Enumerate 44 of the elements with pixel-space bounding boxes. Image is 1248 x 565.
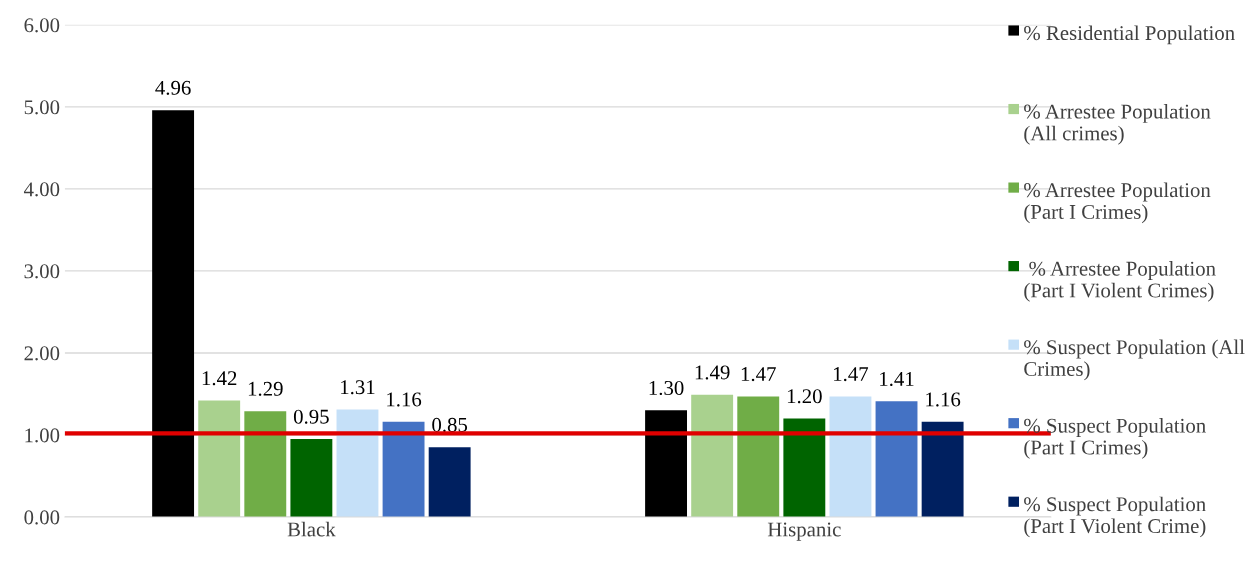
data-label: 0.95 [293, 409, 329, 424]
legend-label: % Residential Population [1024, 25, 1235, 45]
bar [921, 421, 964, 517]
y-tick-label: 0.00 [24, 510, 60, 525]
data-label: 1.49 [695, 365, 730, 380]
bar [198, 400, 241, 517]
legend-label: % Arrestee Population (All crimes) [1024, 103, 1211, 145]
y-tick-label: 6.00 [24, 18, 60, 33]
data-label: 1.47 [834, 367, 869, 382]
legend-label: % Arrestee Population (Part I Crimes) [1024, 182, 1211, 224]
data-label: 0.85 [432, 417, 468, 433]
legend-label: % Suspect Population (All Crimes) [1024, 339, 1245, 381]
bar [829, 396, 872, 517]
legend-label: % Suspect Population (Part I Crimes) [1024, 418, 1206, 459]
y-tick-label: 3.00 [24, 264, 60, 279]
x-tick-label: Hispanic [767, 522, 841, 541]
data-label: 1.29 [248, 381, 283, 396]
data-label: 1.30 [649, 380, 684, 396]
data-label: 1.31 [341, 380, 375, 395]
bar [336, 409, 379, 517]
legend-label: % Suspect Population (Part I Violent Crime) [1024, 496, 1206, 538]
data-label: 1.16 [926, 392, 961, 407]
bar [290, 439, 333, 517]
data-label: 1.20 [787, 389, 822, 404]
legend-label: % Arrestee Population (Part I Violent Crimes) [1024, 261, 1216, 302]
bar [783, 418, 826, 517]
bar [645, 410, 688, 517]
bar [875, 401, 918, 517]
x-tick-label: Black [287, 521, 336, 537]
data-label: 1.47 [741, 367, 776, 382]
data-label: 1.41 [880, 372, 914, 387]
bar [428, 447, 471, 517]
bar [737, 396, 780, 517]
bar [244, 411, 287, 517]
y-tick-label: 4.00 [23, 182, 60, 197]
bar [382, 421, 425, 517]
data-label: 1.16 [387, 392, 422, 407]
y-tick-label: 5.00 [24, 100, 60, 115]
data-label: 1.42 [202, 371, 237, 386]
bar [152, 110, 195, 517]
y-tick-label: 1.00 [25, 428, 60, 443]
bar [691, 394, 734, 517]
data-label: 4.96 [155, 80, 191, 95]
y-tick-label: 2.00 [24, 346, 60, 361]
